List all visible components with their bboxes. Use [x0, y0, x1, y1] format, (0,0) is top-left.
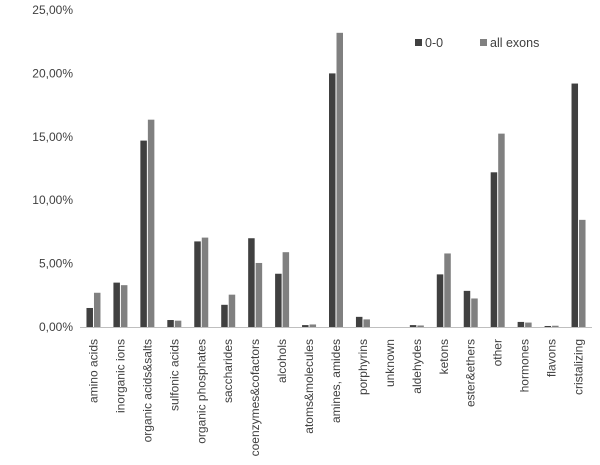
legend-swatch	[480, 39, 487, 46]
y-tick-label: 25,00%	[32, 3, 73, 17]
y-tick-label: 5,00%	[39, 257, 73, 271]
bar-s1	[490, 172, 498, 327]
x-tick-label: unknown	[383, 339, 397, 387]
x-tick-label: amino acids	[86, 339, 100, 403]
bar-s1	[140, 140, 147, 327]
x-tick-label: cristalizing	[572, 339, 586, 395]
x-axis: amino acids inorganic ions organic acids&s…	[80, 327, 592, 456]
bar-s2	[471, 298, 478, 327]
bar-s2	[309, 324, 317, 327]
y-tick-label: 20,00%	[32, 66, 73, 80]
bar-s2	[120, 285, 128, 327]
x-tick-label: ester&ethers	[464, 339, 478, 407]
x-tick-label: aldehydes	[410, 339, 424, 394]
y-tick-label: 10,00%	[32, 193, 73, 207]
bar-s2	[147, 119, 155, 327]
bar-s2	[282, 252, 290, 327]
bar-s1	[409, 325, 417, 327]
bar-s1	[355, 316, 363, 327]
bar-s1	[248, 238, 255, 327]
bar-s1	[517, 321, 525, 327]
x-tick-label: atoms&molecules	[302, 339, 316, 434]
bar-s1	[221, 304, 228, 327]
bar-s1	[167, 320, 174, 327]
x-tick-label: organic acids&salts	[140, 339, 154, 442]
bar-s1	[544, 325, 552, 327]
bar-s2	[363, 319, 370, 327]
x-tick-label: organic phosphates	[194, 339, 208, 444]
legend: 0-0 all exons	[415, 36, 539, 50]
x-tick-label: amines, amides	[329, 339, 343, 423]
bar-s2	[552, 325, 559, 327]
bar-s2	[201, 237, 209, 327]
bar-s2	[228, 294, 236, 327]
bar-s1	[436, 274, 444, 327]
x-tick-label: porphyrins	[356, 339, 370, 395]
bar-s1	[194, 241, 201, 327]
bar-s2	[444, 253, 451, 327]
bars	[86, 32, 586, 328]
x-tick-label: hormones	[518, 339, 532, 392]
x-tick-label: other	[491, 339, 505, 366]
bar-s1	[463, 290, 471, 327]
x-tick-label: flavons	[545, 339, 559, 377]
legend-label: 0-0	[425, 36, 443, 50]
bar-s1	[329, 73, 336, 328]
bar-s2	[336, 32, 343, 327]
bar-s2	[417, 325, 424, 327]
bar-s1	[302, 325, 309, 327]
bar-s2	[255, 262, 263, 327]
bar-s2	[498, 133, 505, 327]
bar-s2	[93, 292, 101, 327]
y-tick-label: 0,00%	[39, 320, 73, 334]
y-tick-label: 15,00%	[32, 130, 73, 144]
x-tick-label: saccharides	[221, 339, 235, 403]
bar-s1	[113, 282, 120, 327]
legend-label: all exons	[490, 36, 539, 50]
bar-s2	[174, 320, 182, 327]
bar-s1	[86, 307, 93, 327]
bar-s1	[571, 83, 579, 327]
bar-s1	[275, 273, 282, 327]
bar-s2	[525, 322, 532, 327]
x-tick-label: inorganic ions	[113, 339, 127, 413]
x-tick-label: alcohols	[275, 339, 289, 383]
y-axis: 0,00% 5,00% 10,00% 15,00% 20,00% 25,00%	[32, 3, 73, 334]
bar-s2	[579, 219, 586, 327]
legend-swatch	[415, 39, 422, 46]
x-tick-label: ketons	[437, 339, 451, 374]
x-tick-label: coenzymes&cofactors	[248, 339, 262, 456]
x-tick-label: sulfonic acids	[167, 339, 181, 411]
